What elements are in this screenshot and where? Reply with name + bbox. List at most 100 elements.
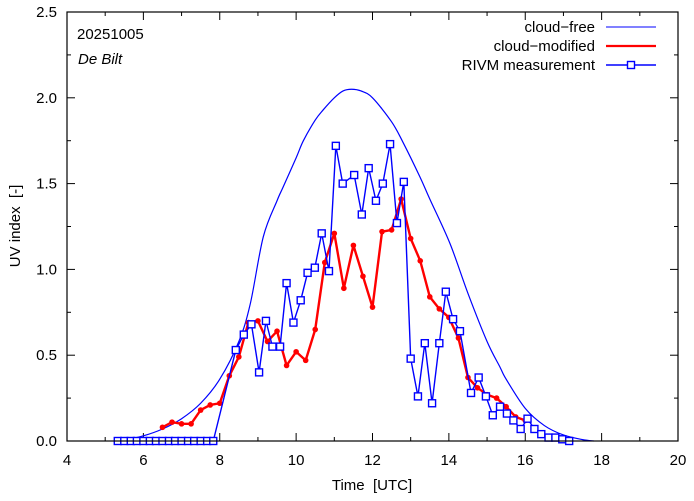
- data-point-rivm-measurement: [502, 409, 512, 418]
- data-point-cloud-modified: [321, 259, 328, 266]
- data-point-cloud-modified: [407, 235, 414, 242]
- data-point-rivm-measurement: [406, 354, 415, 363]
- data-point-cloud-modified: [216, 400, 223, 407]
- series-layer: [113, 88, 595, 446]
- data-point-cloud-modified: [283, 362, 290, 369]
- data-point-rivm-measurement: [392, 218, 402, 228]
- series-line-rivm-measurement: [117, 143, 570, 442]
- x-tick-label: 18: [593, 452, 610, 469]
- x-tick-label: 10: [288, 452, 305, 469]
- x-tick-label: 12: [364, 452, 381, 469]
- plot-frame: [66, 11, 679, 442]
- data-point-rivm-measurement: [254, 368, 264, 377]
- legend-item-rivm-measurement: RIVM measurement: [462, 57, 656, 74]
- data-point-cloud-modified: [417, 258, 424, 264]
- data-point-rivm-measurement: [338, 179, 347, 188]
- legend: cloud−free cloud−modified RIVM measureme…: [462, 19, 656, 74]
- data-point-rivm-measurement: [275, 342, 285, 351]
- data-point-rivm-measurement: [516, 424, 525, 434]
- data-point-rivm-measurement: [357, 210, 367, 219]
- y-tick-label: 0.5: [36, 347, 57, 364]
- data-point-rivm-measurement: [466, 388, 476, 398]
- data-point-rivm-measurement: [378, 179, 388, 188]
- data-point-rivm-measurement: [474, 373, 483, 382]
- data-point-rivm-measurement: [296, 296, 305, 305]
- data-point-rivm-measurement: [558, 435, 567, 444]
- data-point-cloud-modified: [236, 354, 242, 360]
- data-point-rivm-measurement: [310, 263, 320, 272]
- legend-label-cloud-modified: cloud−modified: [494, 38, 595, 55]
- y-tick-label: 0.0: [36, 433, 57, 450]
- y-tick-labels: 0.0 0.5 1.0 1.5 2.0 2.5: [36, 4, 57, 450]
- series-line-cloud-free: [116, 88, 595, 442]
- data-point-rivm-measurement: [364, 163, 373, 173]
- data-point-cloud-modified: [341, 285, 347, 292]
- data-point-cloud-modified: [360, 273, 366, 280]
- data-point-rivm-measurement: [231, 345, 240, 355]
- data-point-rivm-measurement: [441, 287, 451, 296]
- data-point-rivm-measurement: [371, 196, 381, 205]
- data-point-rivm-measurement: [427, 399, 437, 408]
- y-axis-title: UV index [-]: [7, 185, 24, 268]
- legend-marker-square: [626, 60, 636, 70]
- data-point-rivm-measurement: [399, 177, 409, 187]
- data-point-rivm-measurement: [523, 414, 532, 423]
- data-point-cloud-modified: [169, 419, 175, 425]
- data-point-rivm-measurement: [509, 416, 518, 425]
- data-point-cloud-modified: [255, 318, 261, 324]
- data-point-cloud-modified: [426, 294, 433, 300]
- data-point-rivm-measurement: [413, 392, 423, 401]
- data-point-rivm-measurement: [420, 338, 430, 348]
- x-tick-label: 4: [63, 452, 71, 469]
- data-point-rivm-measurement: [247, 320, 256, 329]
- x-tick-label: 8: [216, 452, 224, 469]
- data-point-rivm-measurement: [261, 316, 271, 326]
- data-point-cloud-modified: [159, 424, 166, 431]
- data-point-rivm-measurement: [331, 141, 341, 151]
- data-point-rivm-measurement: [282, 278, 291, 288]
- data-point-rivm-measurement: [349, 170, 359, 180]
- location-annotation: De Bilt: [78, 51, 123, 68]
- data-point-cloud-modified: [312, 326, 319, 333]
- date-annotation: 20251005: [77, 26, 144, 43]
- x-tick-label: 20: [670, 452, 687, 469]
- legend-item-cloud-modified: cloud−modified: [494, 38, 656, 55]
- data-point-cloud-modified: [188, 421, 194, 427]
- data-point-cloud-modified: [503, 403, 509, 410]
- data-point-cloud-modified: [293, 348, 299, 355]
- data-point-cloud-modified: [379, 228, 385, 235]
- data-point-cloud-modified: [274, 328, 280, 334]
- data-point-rivm-measurement: [385, 139, 395, 149]
- data-point-cloud-modified: [474, 385, 481, 391]
- data-point-rivm-measurement: [324, 266, 334, 276]
- data-point-rivm-measurement: [239, 330, 249, 339]
- legend-label-cloud-free: cloud−free: [525, 19, 595, 36]
- data-point-cloud-modified: [197, 407, 204, 413]
- data-point-rivm-measurement: [495, 402, 505, 411]
- data-point-cloud-modified: [436, 306, 443, 312]
- data-point-rivm-measurement: [435, 338, 444, 348]
- data-point-rivm-measurement: [544, 433, 553, 442]
- legend-item-cloud-free: cloud−free: [525, 19, 656, 36]
- data-point-rivm-measurement: [289, 318, 298, 327]
- data-point-rivm-measurement: [303, 268, 312, 278]
- data-point-rivm-measurement: [448, 314, 458, 324]
- legend-label-rivm-measurement: RIVM measurement: [462, 57, 596, 74]
- data-point-cloud-modified: [207, 402, 214, 408]
- data-point-cloud-modified: [455, 335, 462, 341]
- data-point-cloud-modified: [493, 395, 500, 401]
- y-tick-label: 2.5: [36, 4, 57, 21]
- data-point-rivm-measurement: [551, 433, 560, 442]
- y-tick-label: 2.0: [36, 90, 57, 107]
- data-point-rivm-measurement: [537, 429, 546, 439]
- y-tick-label: 1.0: [36, 261, 57, 278]
- y-tick-label: 1.5: [36, 176, 57, 193]
- axis-ticks: [66, 11, 679, 442]
- data-point-cloud-modified: [350, 242, 357, 249]
- x-tick-labels: 4 6 8 10 12 14 16 18 20: [63, 452, 687, 469]
- data-point-cloud-modified: [178, 421, 185, 427]
- x-tick-label: 16: [517, 452, 534, 469]
- data-point-cloud-modified: [331, 230, 338, 237]
- x-tick-label: 14: [441, 452, 458, 469]
